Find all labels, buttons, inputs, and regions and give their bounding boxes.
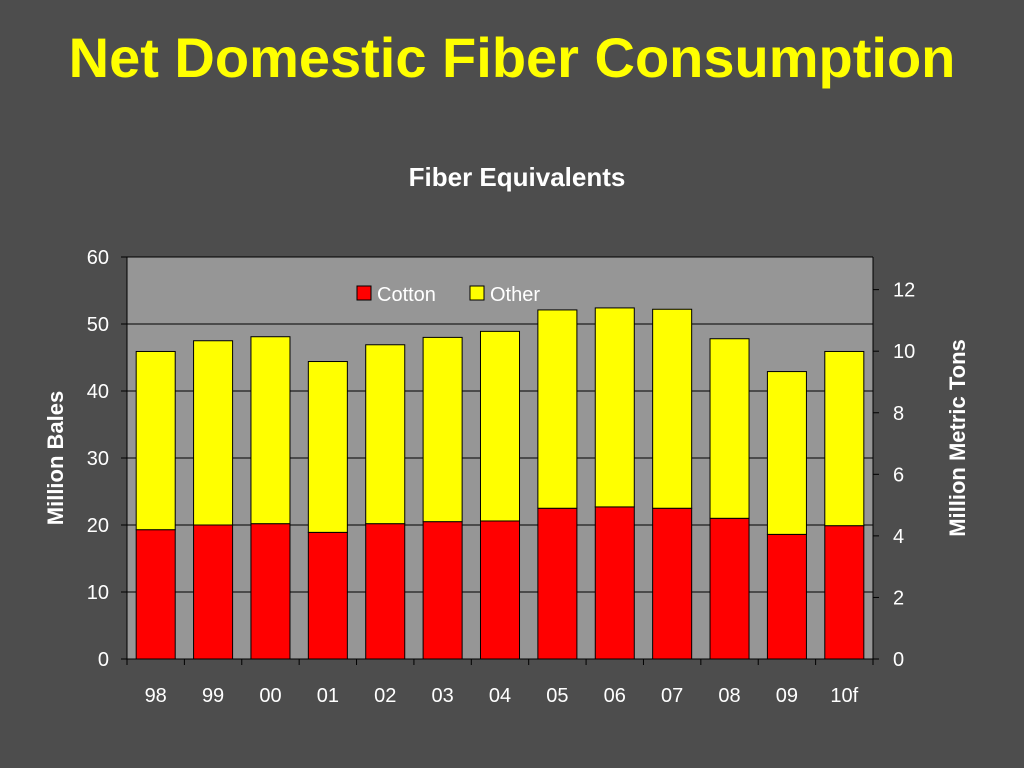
bar-cotton-99: [193, 524, 234, 660]
bar-cotton-00: [250, 523, 291, 660]
y2-axis-ticks: 0 2 4 6 8 10 12: [873, 280, 915, 671]
x-tick-label: 04: [489, 685, 511, 707]
y2-tick-label: 8: [893, 403, 904, 425]
y2-tick-label: 10: [893, 341, 915, 363]
bar-cotton-02: [365, 523, 406, 660]
bar-other-07: [652, 308, 693, 509]
y-tick-label: 40: [87, 381, 109, 403]
slide-title: Net Domestic Fiber Consumption: [68, 26, 956, 89]
x-tick-label: 02: [374, 685, 396, 707]
x-tick-label: 03: [431, 685, 453, 707]
y2-tick-label: 12: [893, 280, 915, 302]
x-tick-label: 08: [718, 685, 740, 707]
x-tick-label: 07: [661, 685, 683, 707]
y2-tick-label: 2: [893, 587, 904, 609]
bar-cotton-04: [479, 520, 521, 660]
bar-other-10f: [824, 350, 865, 527]
y-tick-label: 0: [98, 649, 109, 671]
x-tick-label: 10f: [830, 685, 858, 707]
bar-cotton-05: [537, 507, 578, 660]
x-tick-label: 99: [202, 685, 224, 707]
bar-other-02: [365, 344, 406, 525]
chart-title: Fiber Equivalents: [409, 162, 626, 192]
bar-cotton-07: [652, 507, 693, 660]
y-tick-label: 20: [87, 515, 109, 537]
x-tick-label: 00: [259, 685, 281, 707]
y-axis-label: Million Bales: [43, 391, 68, 525]
y-tick-label: 10: [87, 582, 109, 604]
bar-cotton-08: [709, 517, 750, 660]
y2-tick-label: 6: [893, 464, 904, 486]
y-tick-label: 60: [87, 247, 109, 269]
bar-cotton-03: [422, 521, 463, 660]
bar-other-04: [479, 330, 521, 522]
bar-cotton-01: [307, 531, 348, 660]
y2-axis-label: Million Metric Tons: [945, 339, 970, 537]
y-tick-label: 30: [87, 448, 109, 470]
bar-other-00: [250, 336, 291, 525]
bar-other-09: [766, 371, 807, 535]
y-tick-label: 50: [87, 314, 109, 336]
bar-other-06: [594, 307, 635, 508]
legend-label-cotton: Cotton: [377, 284, 436, 306]
bar-other-99: [193, 340, 234, 526]
bar-cotton-06: [594, 506, 635, 660]
x-tick-label: 98: [145, 685, 167, 707]
y2-tick-label: 4: [893, 526, 904, 548]
bar-cotton-98: [135, 529, 176, 660]
x-axis-ticks: 98 99 00 01 02 03 04 05 06 07 08 09 10f: [126, 659, 874, 707]
y-axis-ticks: 0 10 20 30 40 50 60: [87, 247, 127, 671]
bar-other-03: [422, 336, 463, 523]
x-tick-label: 06: [604, 685, 626, 707]
legend-swatch-other: [469, 285, 485, 301]
x-tick-label: 09: [776, 685, 798, 707]
bar-other-05: [537, 309, 578, 509]
bar-other-01: [307, 361, 348, 533]
bars: [135, 307, 865, 660]
bar-other-08: [709, 338, 750, 519]
bar-cotton-10f: [824, 525, 865, 660]
x-tick-label: 01: [317, 685, 339, 707]
bar-other-98: [135, 350, 176, 531]
legend-swatch-cotton: [356, 285, 372, 301]
y2-tick-label: 0: [893, 649, 904, 671]
x-tick-label: 05: [546, 685, 568, 707]
bar-cotton-09: [766, 533, 807, 660]
legend: Cotton Other: [356, 284, 540, 306]
legend-label-other: Other: [490, 284, 540, 306]
